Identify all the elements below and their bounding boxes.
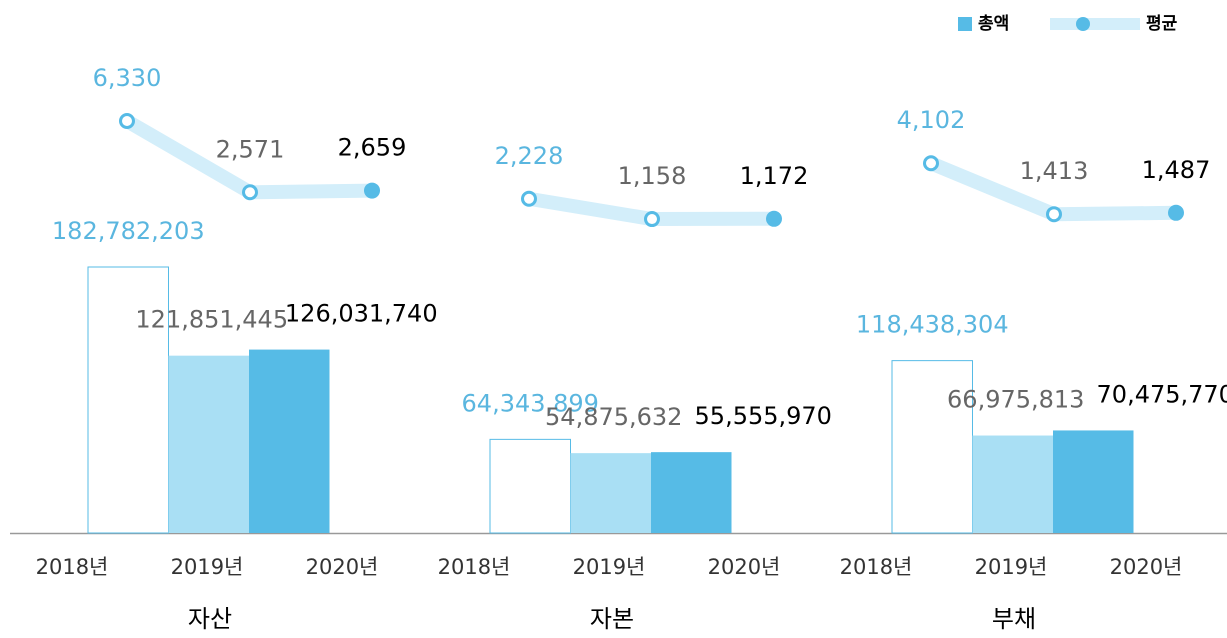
legend-label: 평균 — [1146, 14, 1178, 34]
data-label: 64,343,899 — [462, 389, 599, 417]
data-label: 6,330 — [93, 64, 162, 92]
data-label: 126,031,740 — [285, 300, 438, 328]
line-marker — [119, 113, 135, 129]
x-tick-label: 2020년 — [708, 555, 781, 579]
line-marker — [923, 155, 939, 172]
data-label: 121,851,445 — [135, 306, 288, 334]
line-marker — [1168, 204, 1184, 221]
data-label: 1,158 — [618, 162, 687, 190]
data-label: 4,102 — [897, 106, 966, 134]
data-label: 1,172 — [740, 162, 809, 190]
group-label: 자본 — [590, 605, 634, 633]
data-label: 2,228 — [495, 142, 564, 170]
group-label: 부채 — [992, 605, 1036, 633]
x-tick-label: 2020년 — [306, 555, 379, 579]
data-label: 2,571 — [216, 135, 285, 163]
bar — [489, 438, 571, 534]
data-label: 55,555,970 — [695, 402, 832, 430]
x-tick-label: 2018년 — [36, 555, 109, 579]
line-marker — [644, 211, 660, 228]
x-tick-label: 2018년 — [840, 555, 913, 579]
bar — [972, 435, 1053, 533]
legend-marker — [1076, 17, 1090, 31]
x-tick-label: 2019년 — [171, 555, 244, 579]
line-marker — [242, 184, 258, 201]
line-marker — [766, 210, 782, 227]
data-label: 70,475,770 — [1097, 380, 1227, 408]
bar — [570, 453, 651, 533]
legend-swatch — [958, 17, 972, 31]
group-label: 자산 — [188, 605, 232, 633]
bar — [651, 452, 732, 533]
data-label: 1,413 — [1020, 157, 1089, 185]
x-tick-label: 2020년 — [1110, 555, 1183, 579]
data-label: 182,782,203 — [52, 217, 205, 245]
bar — [168, 355, 249, 533]
bar — [1053, 430, 1134, 533]
data-label: 2,659 — [338, 134, 407, 162]
data-label: 1,487 — [1142, 156, 1211, 184]
data-label: 54,875,632 — [545, 403, 682, 431]
x-tick-label: 2018년 — [438, 555, 511, 579]
data-label: 66,975,813 — [947, 386, 1084, 414]
line-marker — [1046, 206, 1062, 223]
line-marker — [521, 190, 537, 207]
x-tick-label: 2019년 — [573, 555, 646, 579]
legend-label: 총액 — [978, 14, 1009, 34]
bar — [249, 349, 330, 533]
data-label: 118,438,304 — [856, 311, 1009, 339]
bar — [87, 266, 169, 534]
bar — [891, 360, 973, 534]
x-tick-label: 2019년 — [975, 555, 1048, 579]
line-marker — [364, 182, 380, 199]
